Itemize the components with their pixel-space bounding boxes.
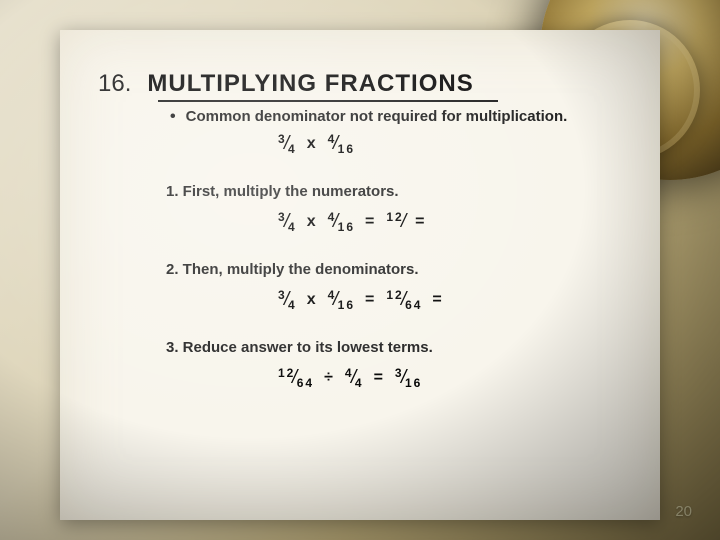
title-underline — [158, 100, 498, 102]
page-number: 20 — [675, 503, 692, 520]
fraction: 4 ⁄ 16 — [328, 132, 355, 155]
fraction: 4⁄16 — [328, 210, 355, 233]
step-1-equation: 3⁄4 x 4⁄16 = 12⁄ = — [278, 210, 622, 233]
fraction: 12⁄64 — [278, 366, 314, 389]
step-2-label: 2. Then, multiply the denominators. — [166, 261, 622, 278]
slide-paper: 16. MULTIPLYING FRACTIONS • Common denom… — [60, 30, 660, 520]
fraction: 12⁄64 — [386, 288, 422, 311]
step-3-label: 3. Reduce answer to its lowest terms. — [166, 339, 622, 356]
step-2-equation: 3⁄4 x 4⁄16 = 12⁄64 = — [278, 288, 622, 311]
fraction: 4⁄16 — [328, 288, 355, 311]
fraction: 3⁄4 — [278, 210, 297, 233]
fraction: 3⁄4 — [278, 288, 297, 311]
multiply-operator: x — [307, 135, 318, 153]
title-row: 16. MULTIPLYING FRACTIONS — [98, 70, 622, 98]
fraction: 3⁄16 — [395, 366, 422, 389]
fraction: 4⁄4 — [345, 366, 364, 389]
intro-bullet: • Common denominator not required for mu… — [170, 108, 622, 126]
slide-number: 16. — [98, 70, 131, 98]
step-1-label: 1. First, multiply the numerators. — [166, 183, 622, 200]
step-3-equation: 12⁄64 ÷ 4⁄4 = 3⁄16 — [278, 366, 622, 389]
fraction: 12⁄ — [386, 210, 405, 233]
slide-title: MULTIPLYING FRACTIONS — [147, 70, 473, 98]
intro-bullet-text: Common denominator not required for mult… — [186, 108, 568, 126]
fraction: 3 ⁄ 4 — [278, 132, 297, 155]
bullet-dot-icon: • — [170, 108, 176, 126]
intro-equation: 3 ⁄ 4 x 4 ⁄ 16 — [278, 132, 622, 155]
